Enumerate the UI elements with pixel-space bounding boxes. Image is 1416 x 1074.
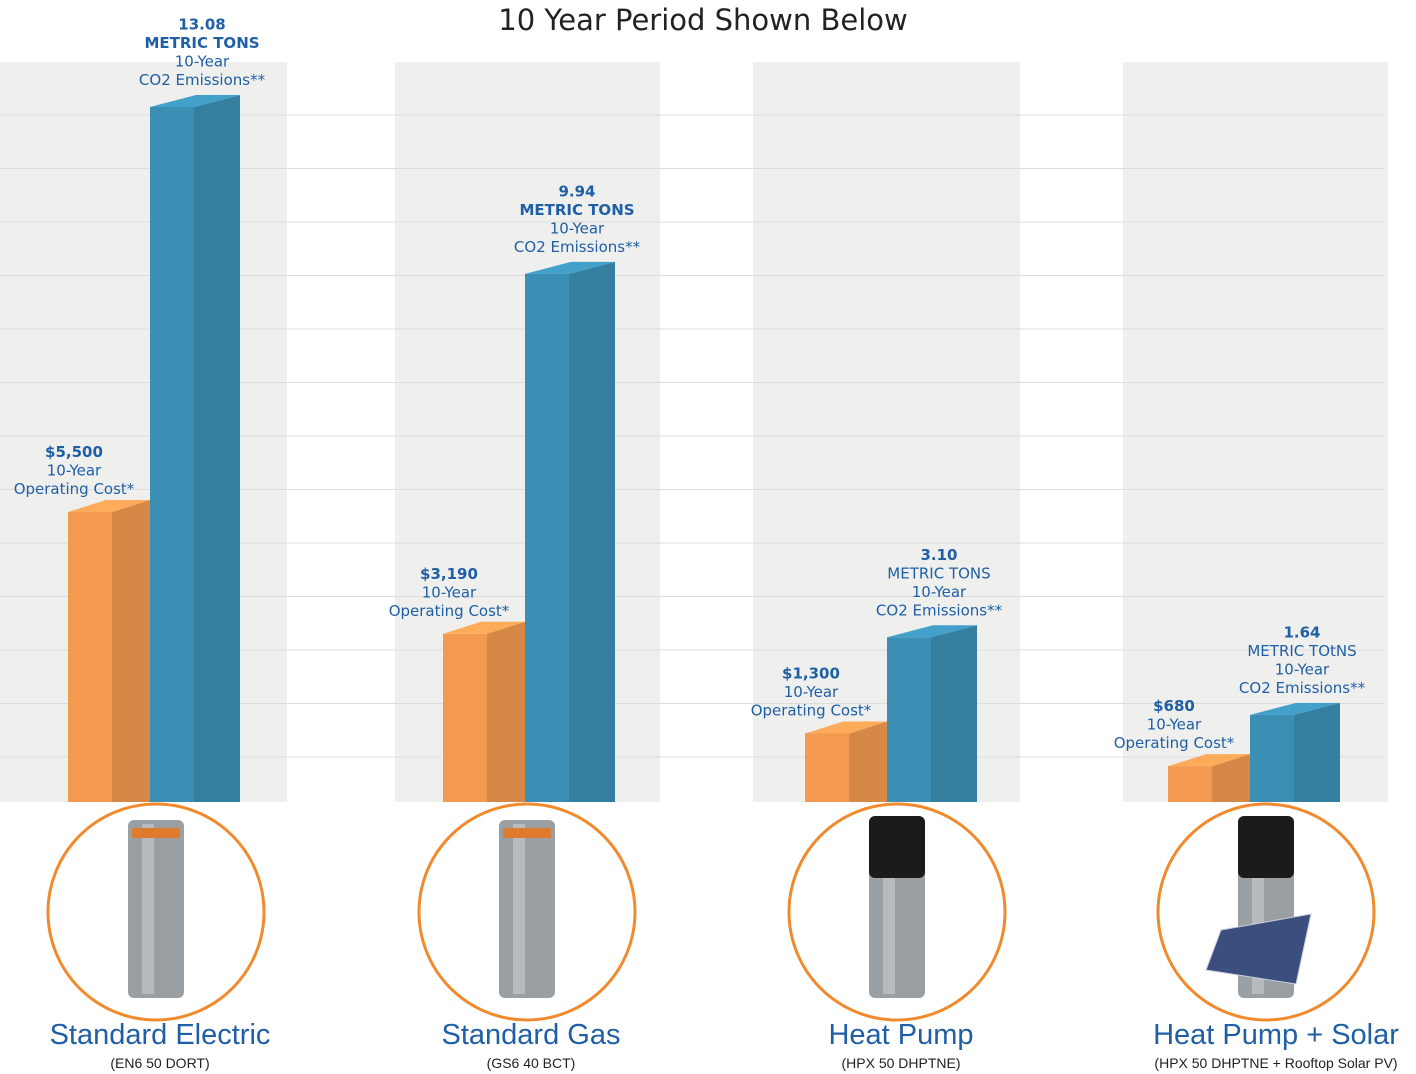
category-label: Heat Pump + Solar xyxy=(1153,1019,1399,1051)
value-label: $5,500 xyxy=(45,443,103,461)
bar xyxy=(805,733,849,802)
value-caption: 10-Year xyxy=(47,462,102,480)
value-caption: Operating Cost* xyxy=(1114,734,1235,752)
model-label: (GS6 40 BCT) xyxy=(487,1055,576,1071)
value-caption: 10-Year xyxy=(422,583,477,601)
heater-shine xyxy=(513,824,525,994)
bar xyxy=(150,107,194,802)
bar xyxy=(887,637,931,802)
bar xyxy=(443,633,487,802)
model-label: (HPX 50 DHPTNE + Rooftop Solar PV) xyxy=(1154,1055,1397,1071)
value-caption: 10-Year xyxy=(1275,660,1330,678)
model-label: (EN6 50 DORT) xyxy=(110,1055,209,1071)
category-label: Standard Electric xyxy=(50,1019,271,1051)
heater-top xyxy=(869,816,925,878)
value-label: 13.08 xyxy=(178,16,225,34)
bar-top xyxy=(1168,754,1250,767)
bar-side xyxy=(569,261,615,802)
heater-shine xyxy=(142,824,154,994)
bar xyxy=(525,273,569,802)
bar-side xyxy=(849,721,887,802)
value-label: $3,190 xyxy=(420,565,478,583)
value-caption: CO2 Emissions** xyxy=(876,601,1003,619)
value-caption: Operating Cost* xyxy=(751,701,872,719)
value-caption: CO2 Emissions** xyxy=(514,238,641,256)
value-caption: 10-Year xyxy=(1147,716,1202,734)
category-label: Standard Gas xyxy=(442,1019,621,1051)
bar-top xyxy=(887,625,977,638)
bar-top xyxy=(443,621,525,634)
heater-body xyxy=(128,820,184,998)
heater-band xyxy=(503,828,551,838)
value-caption: METRIC TONS xyxy=(519,201,634,219)
panel xyxy=(1123,62,1388,802)
bar-side xyxy=(1212,754,1250,802)
value-caption: Operating Cost* xyxy=(14,480,135,498)
value-caption: 10-Year xyxy=(550,219,605,237)
heater-band xyxy=(132,828,180,838)
bar-side xyxy=(487,621,525,802)
category-label: Heat Pump xyxy=(828,1019,973,1051)
bar-top xyxy=(805,721,887,734)
heater-body xyxy=(499,820,555,998)
bar xyxy=(68,512,112,802)
bar xyxy=(1168,766,1212,802)
bar-side xyxy=(112,500,150,802)
value-caption: 10-Year xyxy=(175,53,230,71)
solar-panel xyxy=(1205,913,1312,985)
bar xyxy=(1250,714,1294,802)
chart-title: 10 Year Period Shown Below xyxy=(498,3,907,37)
value-label: 9.94 xyxy=(558,182,595,200)
bar-side xyxy=(931,625,977,802)
value-caption: METRIC TOtNS xyxy=(1247,642,1356,660)
value-caption: 10-Year xyxy=(912,583,967,601)
bar-top xyxy=(150,95,240,107)
bar-top xyxy=(68,500,150,512)
value-label: 3.10 xyxy=(920,546,957,564)
value-caption: CO2 Emissions** xyxy=(1239,679,1366,697)
bar-side xyxy=(1294,702,1340,802)
value-caption: METRIC TONS xyxy=(144,34,259,52)
value-label: $680 xyxy=(1153,697,1195,715)
bar-side xyxy=(194,95,240,802)
value-label: $1,300 xyxy=(782,664,840,682)
value-caption: CO2 Emissions** xyxy=(139,71,266,89)
model-label: (HPX 50 DHPTNE) xyxy=(841,1055,960,1071)
value-caption: 10-Year xyxy=(784,683,839,701)
heater-top xyxy=(1238,816,1294,878)
value-caption: Operating Cost* xyxy=(389,602,510,620)
bar-top xyxy=(1250,702,1340,715)
value-label: 1.64 xyxy=(1283,623,1320,641)
bar-top xyxy=(525,261,615,274)
value-caption: METRIC TONS xyxy=(887,564,990,582)
